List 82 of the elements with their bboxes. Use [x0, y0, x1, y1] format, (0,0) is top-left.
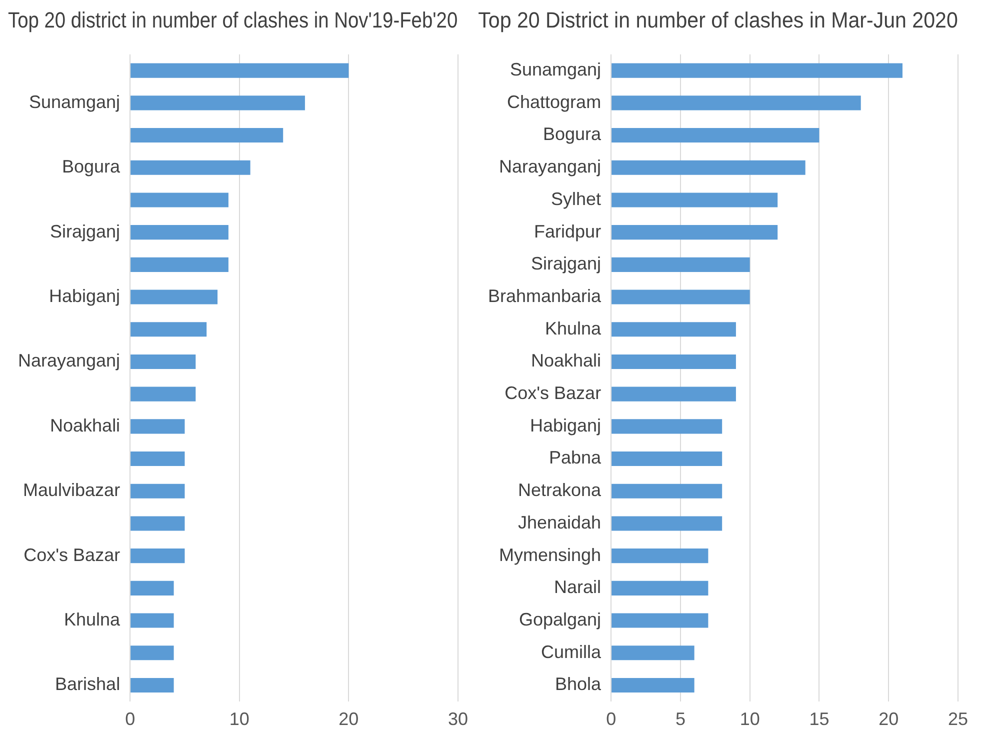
- y-tick-label: Sunamganj: [510, 60, 602, 80]
- bar: [130, 580, 174, 596]
- y-tick-label: Narayanganj: [498, 156, 602, 177]
- y-tick-label: Cox's Bazar: [504, 383, 602, 404]
- y-tick-label: Habiganj: [530, 415, 602, 436]
- y-tick-label: Bogura: [543, 124, 602, 144]
- x-tick-label: 10: [229, 709, 250, 730]
- y-tick-label: Khulna: [545, 318, 602, 338]
- bar: [612, 192, 778, 208]
- bar: [130, 128, 284, 143]
- y-tick-label: Khulna: [64, 609, 122, 630]
- y-tick-label: Sylhet: [551, 188, 602, 209]
- bar: [130, 386, 196, 402]
- x-tick-label: 5: [675, 709, 686, 730]
- bar: [130, 225, 228, 240]
- bar: [612, 128, 820, 143]
- y-tick-label: Cox's Bazar: [24, 544, 120, 565]
- bar: [612, 516, 722, 531]
- y-tick-label: Barishal: [55, 674, 120, 694]
- x-tick-label: 0: [606, 709, 616, 730]
- y-tick-label: Narail: [554, 577, 602, 598]
- y-tick-label: Cumilla: [541, 642, 602, 662]
- x-tick-label: 25: [948, 709, 968, 730]
- y-tick-label: Noakhali: [531, 350, 602, 371]
- bar: [612, 354, 736, 370]
- y-tick-label: Faridpur: [534, 221, 602, 242]
- bar: [130, 354, 196, 370]
- bar: [612, 451, 722, 466]
- y-tick-label: Bhola: [555, 674, 602, 694]
- x-tick-label: 10: [740, 709, 760, 730]
- bar: [130, 419, 185, 434]
- bar: [130, 613, 174, 628]
- chart-title: Top 20 District in number of clashes in Mar-Jun 2020: [478, 8, 958, 32]
- bar: [612, 96, 861, 110]
- chart-title: Top 20 district in number of clashes in Nov'19-Feb'20: [8, 8, 458, 33]
- bar: [612, 419, 722, 434]
- bar: [130, 548, 185, 564]
- bar: [130, 451, 185, 466]
- bar: [130, 484, 185, 498]
- y-tick-label: Chattogram: [507, 92, 602, 112]
- y-tick-label: Mymensingh: [499, 544, 602, 565]
- bar: [612, 613, 708, 628]
- x-tick-label: 15: [809, 709, 830, 730]
- bar: [612, 386, 736, 402]
- bar: [130, 160, 250, 175]
- y-tick-label: Pabna: [549, 448, 602, 468]
- bar: [612, 225, 778, 240]
- x-tick-label: 0: [125, 709, 136, 730]
- bar: [130, 257, 228, 272]
- y-tick-label: Jhenaidah: [518, 512, 602, 532]
- x-tick-label: 20: [878, 709, 899, 730]
- y-tick-label: Noakhali: [50, 415, 120, 436]
- bar: [612, 580, 708, 596]
- y-tick-label: Brahmanbaria: [488, 286, 602, 306]
- bar: [612, 322, 736, 337]
- y-tick-label: Habiganj: [49, 286, 120, 306]
- bar: [612, 290, 750, 304]
- bar: [130, 96, 305, 110]
- bar: [130, 192, 228, 208]
- bar: [612, 646, 694, 660]
- y-tick-label: Bogura: [62, 156, 122, 177]
- bar: [130, 646, 174, 660]
- bar: [130, 63, 349, 78]
- bar: [130, 516, 185, 531]
- x-tick-label: 20: [338, 709, 359, 730]
- bar: [612, 548, 708, 564]
- y-tick-label: Sunamganj: [28, 92, 120, 112]
- bar: [612, 678, 694, 693]
- bar: [612, 484, 722, 498]
- bar: [130, 322, 207, 337]
- bar: [130, 678, 174, 693]
- y-tick-label: Narayanganj: [18, 350, 120, 371]
- bar: [130, 290, 218, 304]
- y-tick-label: Gopalganj: [518, 609, 602, 630]
- bar: [612, 257, 750, 272]
- y-tick-label: Sirajganj: [531, 254, 602, 274]
- bar: [612, 160, 806, 175]
- x-tick-label: 30: [448, 709, 468, 730]
- y-tick-label: Netrakona: [518, 480, 602, 500]
- y-tick-label: Sirajganj: [50, 221, 120, 242]
- bar: [612, 63, 902, 78]
- y-tick-label: Maulvibazar: [23, 480, 120, 500]
